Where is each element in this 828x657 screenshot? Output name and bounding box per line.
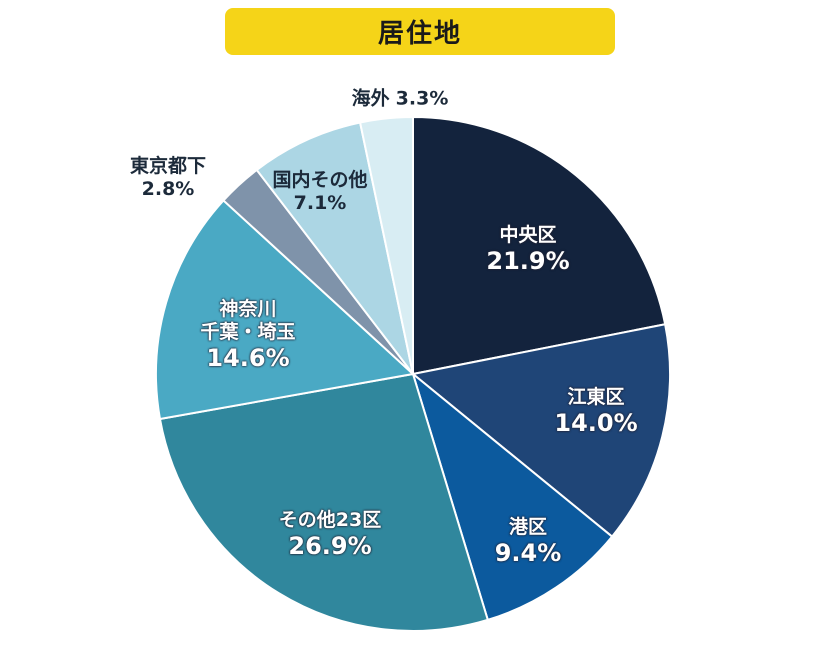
label-value: 21.9% — [486, 247, 570, 275]
label-name: 東京都下 — [129, 155, 207, 178]
label-value: 2.8% — [141, 178, 195, 200]
label-name-line2: 千葉・埼玉 — [200, 320, 296, 343]
label-minato: 港区 9.4% — [495, 516, 562, 568]
label-value: 14.6% — [206, 343, 290, 372]
chart-title: 居住地 — [377, 19, 462, 49]
label-value: 26.9% — [288, 532, 372, 560]
chart-title-box: 居住地 — [225, 8, 615, 55]
label-other23: その他23区 26.9% — [279, 509, 381, 561]
label-name: 港区 — [508, 516, 547, 539]
pie-slice-7 — [358, 115, 414, 375]
label-name-line1: 神奈川 — [219, 297, 277, 320]
label-value: 9.4% — [494, 539, 562, 567]
label-tokyo-suburbs: 東京都下 2.8% — [130, 155, 206, 201]
label-overseas: 海外 3.3% — [352, 88, 449, 111]
label-domestic-other: 国内その他 7.1% — [272, 169, 367, 215]
label-name: その他23区 — [278, 509, 382, 532]
pie-slice-4 — [155, 199, 416, 421]
pie-slice-3 — [158, 372, 490, 632]
pie-slice-1 — [410, 323, 671, 538]
pie-slice-0 — [412, 115, 667, 376]
label-chuo: 中央区 21.9% — [486, 224, 569, 276]
label-name: 江東区 — [567, 386, 625, 409]
label-value: 14.0% — [554, 409, 638, 437]
label-name: 中央区 — [499, 224, 557, 247]
label-value: 7.1% — [293, 192, 347, 214]
pie-slice-6 — [255, 121, 414, 375]
label-koto: 江東区 14.0% — [554, 386, 637, 438]
label-name: 海外 — [351, 87, 390, 110]
label-kanagawa: 神奈川 千葉・埼玉 14.6% — [200, 298, 295, 372]
pie-slice-2 — [411, 371, 614, 622]
label-value: 3.3% — [395, 87, 449, 110]
label-name: 国内その他 — [272, 169, 368, 192]
